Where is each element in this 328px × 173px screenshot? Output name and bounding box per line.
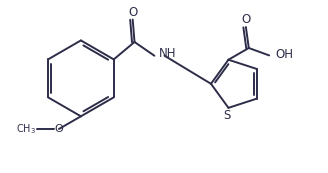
Text: S: S (223, 109, 230, 122)
Text: NH: NH (159, 47, 176, 60)
Text: OH: OH (276, 48, 294, 61)
Text: O: O (241, 13, 251, 26)
Text: O: O (55, 124, 63, 134)
Text: O: O (128, 6, 137, 19)
Text: CH$_3$: CH$_3$ (15, 122, 35, 136)
